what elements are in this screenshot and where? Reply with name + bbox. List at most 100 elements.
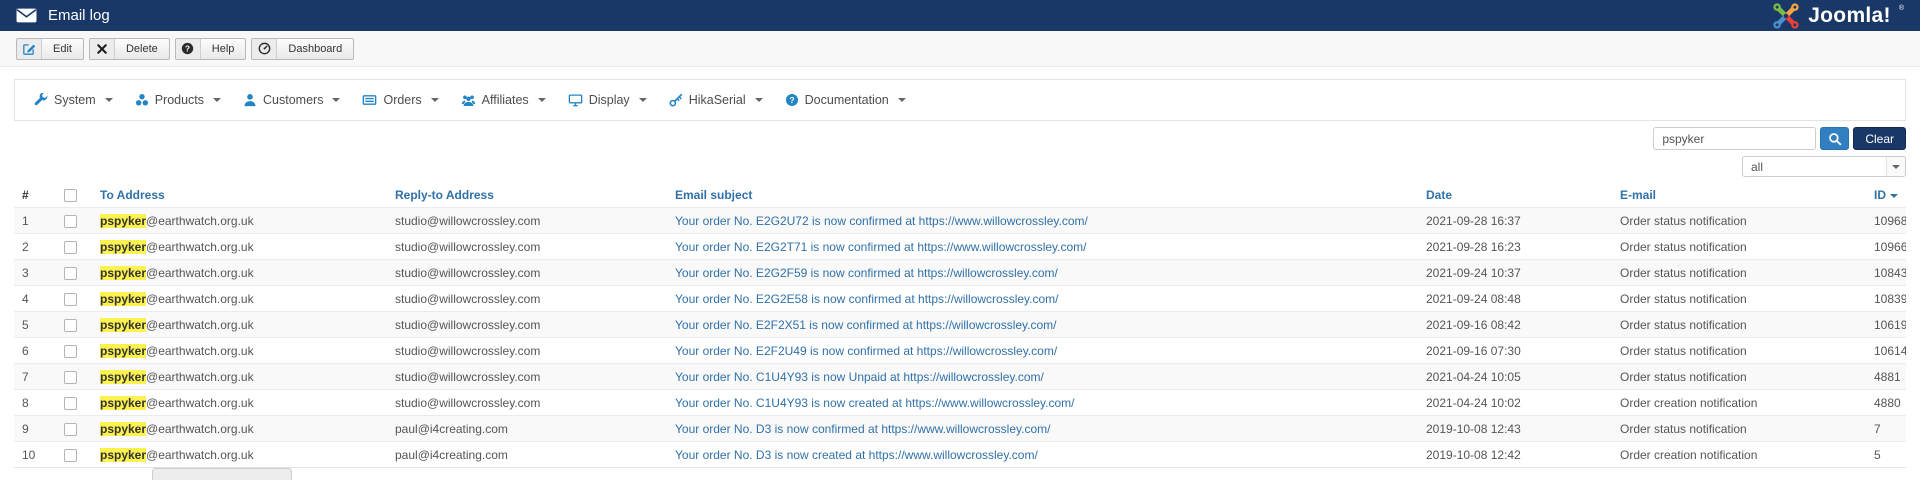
chevron-down-icon	[897, 98, 906, 102]
reply-to-cell: studio@willowcrossley.com	[387, 311, 667, 338]
search-row: Clear	[1653, 127, 1906, 150]
to-address-cell: pspyker@earthwatch.org.uk	[92, 311, 387, 338]
reply-to-cell: paul@i4creating.com	[387, 441, 667, 468]
col-header-date[interactable]: Date	[1426, 188, 1453, 203]
search-term-highlight: pspyker	[100, 317, 147, 332]
id-cell: 7	[1866, 415, 1906, 442]
to-address-cell: pspyker@earthwatch.org.uk	[92, 259, 387, 286]
row-checkbox[interactable]	[64, 214, 77, 228]
svg-text:?: ?	[789, 95, 794, 105]
row-number: 9	[14, 415, 56, 442]
menu-item-customers[interactable]: Customers	[232, 87, 351, 113]
search-input[interactable]	[1653, 127, 1817, 150]
id-cell: 10843	[1866, 259, 1906, 286]
email-type-cell: Order status notification	[1612, 415, 1866, 442]
email-subject-link[interactable]: Your order No. C1U4Y93 is now created at…	[675, 395, 1075, 410]
col-header-email-type[interactable]: E-mail	[1620, 188, 1657, 203]
date-cell: 2021-04-24 10:05	[1418, 363, 1612, 390]
email-subject-link[interactable]: Your order No. E2F2X51 is now confirmed …	[675, 317, 1057, 332]
page-limit-select-partial[interactable]	[152, 468, 292, 480]
email-type-select[interactable]: all	[1742, 156, 1906, 177]
row-checkbox[interactable]	[64, 266, 77, 280]
clear-button[interactable]: Clear	[1853, 127, 1906, 150]
search-button[interactable]	[1820, 127, 1850, 150]
menu-item-label: HikaSerial	[688, 93, 746, 107]
to-address-rest: @earthwatch.org.uk	[146, 447, 254, 462]
row-checkbox[interactable]	[64, 422, 77, 436]
search-term-highlight: pspyker	[100, 239, 147, 254]
email-subject-link[interactable]: Your order No. E2G2E58 is now confirmed …	[675, 291, 1059, 306]
search-term-highlight: pspyker	[100, 421, 147, 436]
menu-item-system[interactable]: System	[23, 87, 124, 113]
edit-button[interactable]: Edit	[16, 37, 84, 60]
menu-item-label: Orders	[383, 93, 422, 107]
email-type-cell: Order creation notification	[1612, 441, 1866, 468]
clear-button-label: Clear	[1865, 131, 1894, 146]
email-type-cell: Order status notification	[1612, 363, 1866, 390]
col-header-to-address[interactable]: To Address	[100, 188, 165, 203]
search-term-highlight: pspyker	[100, 291, 147, 306]
main-content: System Products Customers	[0, 79, 1920, 480]
to-address-cell: pspyker@earthwatch.org.uk	[92, 207, 387, 234]
menu-item-affiliates[interactable]: Affiliates	[450, 87, 557, 113]
to-address-rest: @earthwatch.org.uk	[146, 291, 254, 306]
reply-to-cell: studio@willowcrossley.com	[387, 285, 667, 312]
menu-item-orders[interactable]: Orders	[351, 87, 449, 113]
chevron-down-icon	[638, 98, 647, 102]
row-checkbox[interactable]	[64, 448, 77, 462]
row-checkbox[interactable]	[64, 292, 77, 306]
menu-item-products[interactable]: Products	[124, 87, 232, 113]
select-all-checkbox[interactable]	[64, 189, 77, 203]
menu-item-label: Products	[154, 93, 205, 107]
help-button[interactable]: ? Help	[174, 37, 247, 60]
table-row: 9 pspyker@earthwatch.org.uk paul@i4creat…	[14, 415, 1906, 442]
joomla-logo-icon	[1771, 1, 1801, 31]
dashboard-button[interactable]: Dashboard	[251, 37, 355, 60]
id-cell: 4881	[1866, 363, 1906, 390]
date-cell: 2019-10-08 12:42	[1418, 441, 1612, 468]
user-icon	[243, 93, 257, 107]
table-header-row: # To Address Reply-to Address Email subj…	[14, 183, 1906, 208]
id-cell: 10966	[1866, 233, 1906, 260]
edit-icon	[17, 38, 42, 59]
email-subject-link[interactable]: Your order No. E2G2F59 is now confirmed …	[675, 265, 1058, 280]
menu-item-label: System	[54, 93, 96, 107]
search-term-highlight: pspyker	[100, 265, 147, 280]
row-number: 4	[14, 285, 56, 312]
email-subject-link[interactable]: Your order No. E2G2U72 is now confirmed …	[675, 213, 1088, 228]
row-checkbox[interactable]	[64, 370, 77, 384]
to-address-rest: @earthwatch.org.uk	[146, 421, 254, 436]
delete-button[interactable]: Delete	[88, 37, 170, 60]
col-header-id[interactable]: ID	[1874, 188, 1886, 203]
dashboard-button-label: Dashboard	[288, 42, 343, 55]
chevron-down-icon	[104, 98, 113, 102]
reply-to-cell: studio@willowcrossley.com	[387, 337, 667, 364]
row-checkbox[interactable]	[64, 344, 77, 358]
menu-item-display[interactable]: Display	[557, 87, 658, 113]
table-row: 1 pspyker@earthwatch.org.uk studio@willo…	[14, 207, 1906, 234]
mail-icon	[16, 8, 37, 23]
to-address-cell: pspyker@earthwatch.org.uk	[92, 363, 387, 390]
date-cell: 2021-09-24 10:37	[1418, 259, 1612, 286]
row-checkbox[interactable]	[64, 318, 77, 332]
id-cell: 4880	[1866, 389, 1906, 416]
email-subject-link[interactable]: Your order No. E2F2U49 is now confirmed …	[675, 343, 1058, 358]
row-checkbox[interactable]	[64, 240, 77, 254]
col-header-reply-to[interactable]: Reply-to Address	[395, 188, 494, 203]
delete-icon	[89, 38, 115, 59]
table-row: 5 pspyker@earthwatch.org.uk studio@willo…	[14, 311, 1906, 338]
email-subject-link[interactable]: Your order No. D3 is now confirmed at ht…	[675, 421, 1051, 436]
email-subject-link[interactable]: Your order No. E2G2T71 is now confirmed …	[675, 239, 1087, 254]
col-header-subject[interactable]: Email subject	[675, 188, 753, 203]
to-address-rest: @earthwatch.org.uk	[146, 213, 254, 228]
menu-item-hikaserial[interactable]: HikaSerial	[658, 87, 774, 113]
email-subject-link[interactable]: Your order No. C1U4Y93 is now Unpaid at …	[675, 369, 1044, 384]
menu-item-documentation[interactable]: ? Documentation	[774, 87, 917, 113]
help-icon: ?	[175, 38, 201, 59]
search-term-highlight: pspyker	[100, 343, 147, 358]
to-address-cell: pspyker@earthwatch.org.uk	[92, 389, 387, 416]
email-subject-link[interactable]: Your order No. D3 is now created at http…	[675, 447, 1038, 462]
row-checkbox[interactable]	[64, 396, 77, 410]
email-type-cell: Order status notification	[1612, 285, 1866, 312]
toolbar: Edit Delete ? Help Dashboard	[0, 31, 1920, 67]
